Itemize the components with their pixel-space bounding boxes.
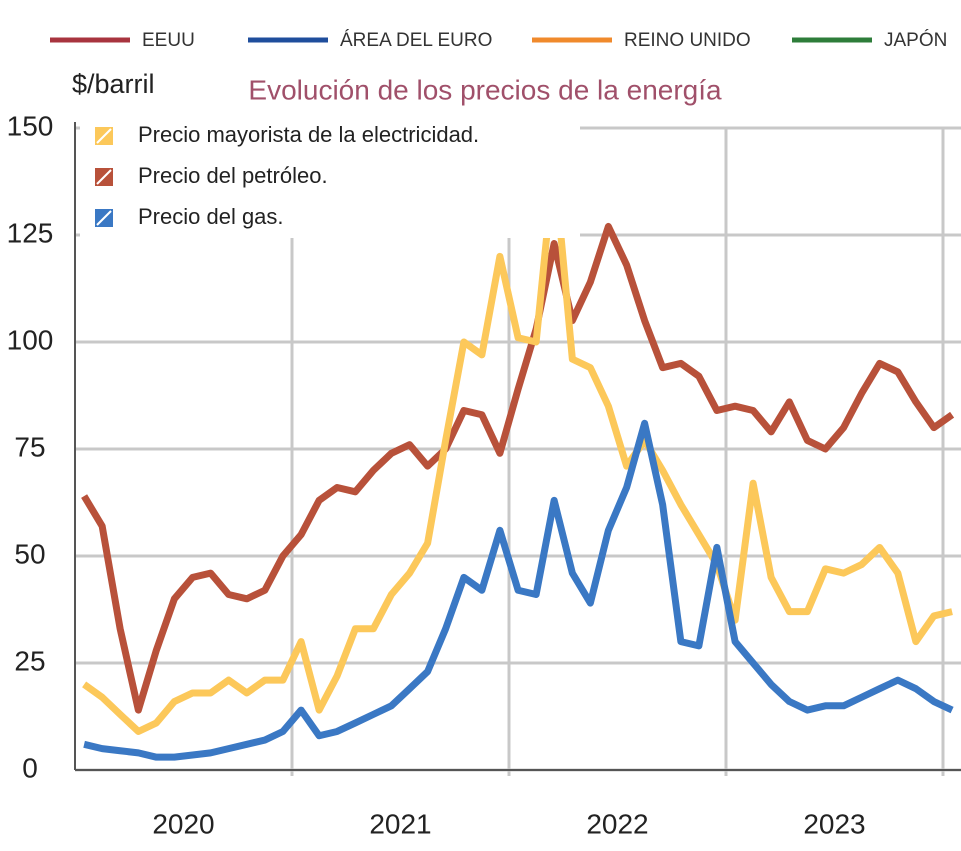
series-line: [81, 222, 955, 714]
top-legend-label: EEUU: [142, 30, 195, 51]
legend-swatch-stripe: [96, 210, 112, 226]
legend-swatch-stripe: [96, 169, 112, 185]
x-tick-label: 2023: [803, 808, 865, 839]
y-tick-label: 75: [14, 431, 45, 462]
y-tick-label: 0: [22, 752, 38, 783]
y-tick-label: 100: [7, 324, 54, 355]
top-legend-label: REINO UNIDO: [624, 30, 751, 51]
series-line: [82, 158, 953, 735]
legend-box: [80, 120, 580, 238]
legend-label: Precio mayorista de la electricidad.: [138, 122, 479, 147]
top-legend-label: JAPÓN: [884, 29, 947, 51]
legend-label: Precio del petróleo.: [138, 163, 328, 188]
y-tick-label: 25: [14, 645, 45, 676]
top-legend-label: ÁREA DEL EURO: [340, 30, 492, 51]
y-tick-label: 50: [14, 538, 45, 569]
x-tick-label: 2022: [586, 808, 648, 839]
x-tick-label: 2020: [152, 808, 214, 839]
x-tick-label: 2021: [369, 808, 431, 839]
y-tick-label: 150: [7, 110, 54, 141]
legend-label: Precio del gas.: [138, 204, 284, 229]
series-line: [83, 419, 954, 761]
y-axis-label: $/barril: [72, 69, 155, 99]
legend-swatch-stripe: [96, 128, 112, 144]
y-tick-label: 125: [7, 217, 54, 248]
chart-title: Evolución de los precios de la energía: [248, 74, 722, 105]
